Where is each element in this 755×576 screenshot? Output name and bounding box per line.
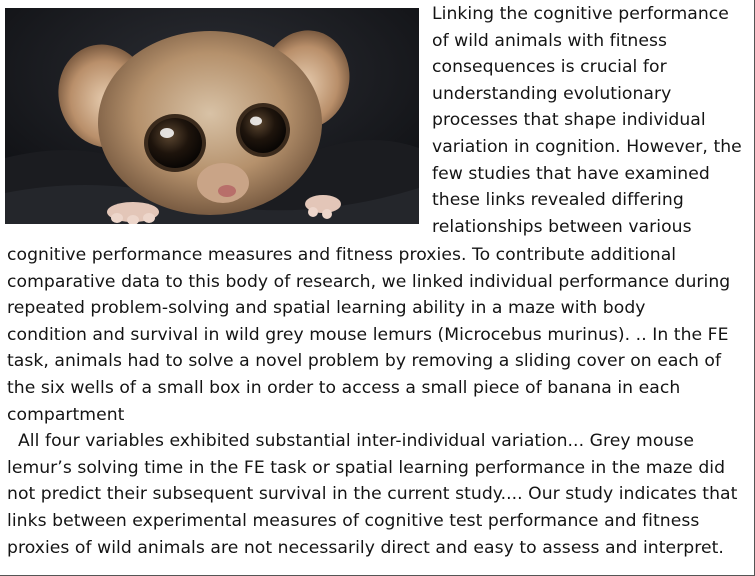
mouse-lemur-photo (5, 8, 419, 224)
text-line: processes that shape individual (432, 110, 706, 131)
text-line: consequences is crucial for (432, 57, 667, 78)
text-line: few studies that have examined (432, 163, 710, 184)
text-line: variation in cognition. However, the (432, 136, 742, 157)
text-line: repeated problem-solving and spatial lea… (7, 298, 646, 319)
text-line: not predict their subsequent survival in… (7, 484, 738, 505)
text-line: proxies of wild animals are not necessar… (7, 537, 724, 558)
text-line: relationships between various (432, 216, 692, 237)
text-line: these links revealed differing (432, 190, 684, 211)
wrapped-text-block: Linking the cognitive performance of wil… (432, 1, 742, 240)
text-line: links between experimental measures of c… (7, 510, 700, 531)
text-line: All four variables exhibited substantial… (18, 431, 694, 452)
text-line: task, animals had to solve a novel probl… (7, 351, 722, 372)
text-line: Linking the cognitive performance (432, 4, 729, 24)
full-width-text-block: cognitive performance measures and fitne… (7, 242, 737, 561)
text-line: understanding evolutionary (432, 83, 672, 104)
text-line: of wild animals with fitness (432, 30, 667, 51)
text-line: compartment (7, 404, 125, 425)
text-line: condition and survival in wild grey mous… (7, 324, 729, 345)
text-line: cognitive performance measures and fitne… (7, 245, 677, 265)
text-line: the six wells of a small box in order to… (7, 377, 681, 398)
text-line: comparative data to this body of researc… (7, 271, 731, 292)
text-line: lemur’s solving time in the FE task or s… (7, 457, 726, 478)
